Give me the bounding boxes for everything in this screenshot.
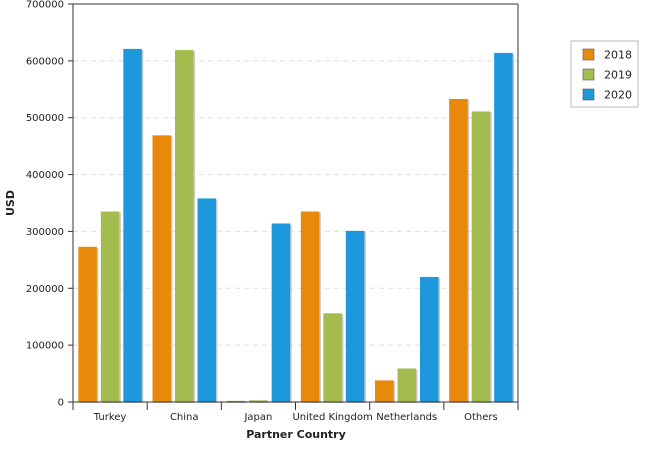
bar-2020-turkey <box>123 48 142 402</box>
bar-2019-netherlands <box>397 368 416 402</box>
y-tick-label: 0 <box>58 398 64 409</box>
bar-2018-turkey <box>78 246 97 402</box>
x-tick-label: United Kingdom <box>292 412 372 423</box>
legend-label-2019: 2019 <box>604 69 632 82</box>
bars <box>78 48 515 404</box>
x-tick-label: Others <box>464 412 498 423</box>
bar-2018-china <box>152 135 171 402</box>
x-tick-label: China <box>170 412 199 423</box>
bar-2019-united-kingdom <box>323 313 342 402</box>
legend-swatch-2018 <box>582 48 595 61</box>
x-tick-label: Japan <box>243 412 272 423</box>
x-tick-label: Turkey <box>93 412 127 423</box>
bar-2019-china <box>175 50 194 402</box>
y-tick-label: 300000 <box>26 227 64 238</box>
legend: 2018 2019 2020 <box>570 40 639 108</box>
bar-2018-netherlands <box>375 380 394 402</box>
legend-box <box>570 40 639 108</box>
bar-2018-others <box>449 98 468 403</box>
bar-2020-netherlands <box>420 276 439 402</box>
y-tick-label: 700000 <box>26 0 64 11</box>
bar-2018-united-kingdom <box>300 211 320 402</box>
legend-swatch-2020 <box>582 88 595 101</box>
bar-2019-others <box>471 111 491 403</box>
y-axis-ticks: 0 100000 200000 300000 400000 500000 600000 700… <box>26 0 73 409</box>
bar-2018-japan <box>226 400 246 402</box>
bar-2020-china <box>197 198 216 402</box>
bar-2020-japan <box>271 223 291 402</box>
legend-label-2018: 2018 <box>604 49 632 62</box>
y-tick-label: 100000 <box>26 341 64 352</box>
y-tick-label: 500000 <box>26 113 64 124</box>
x-axis-ticks: Turkey China Japan United Kingdom Netherland… <box>72 402 519 423</box>
plot-frame <box>68 3 519 403</box>
y-tick-label: 400000 <box>26 170 64 181</box>
y-axis-title: USD <box>4 190 17 216</box>
bar-2019-turkey <box>100 211 120 402</box>
x-axis-title: Partner Country <box>246 428 346 441</box>
legend-label-2020: 2020 <box>604 89 632 102</box>
y-tick-label: 200000 <box>26 284 64 295</box>
y-tick-label: 600000 <box>26 56 64 67</box>
legend-swatch-2019 <box>582 68 595 81</box>
bar-2019-japan <box>249 400 268 402</box>
bar-2020-others <box>494 52 513 402</box>
bar-2020-united-kingdom <box>345 230 365 402</box>
x-tick-label: Netherlands <box>376 412 437 423</box>
